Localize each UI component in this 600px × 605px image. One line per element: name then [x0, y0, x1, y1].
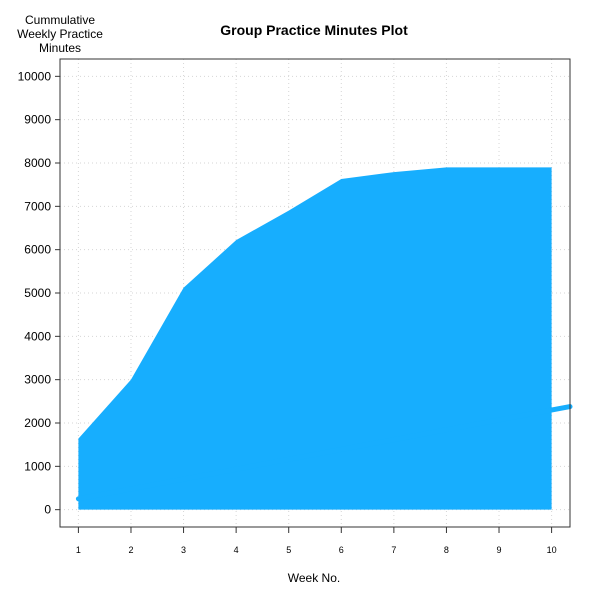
y-tick-label: 2000	[24, 416, 51, 430]
y-tick-label: 4000	[24, 329, 51, 343]
y-tick-label: 0	[44, 503, 51, 517]
x-tick-label: 3	[181, 545, 186, 555]
y-tick-label: 1000	[24, 459, 51, 473]
x-tick-label: 7	[391, 545, 396, 555]
y-tick-label: 5000	[24, 286, 51, 300]
x-tick-label: 4	[234, 545, 239, 555]
x-axis-label: Week No.	[288, 571, 340, 585]
x-tick-label: 6	[339, 545, 344, 555]
x-tick-label: 2	[128, 545, 133, 555]
area-series	[78, 167, 551, 509]
x-tick-label: 8	[444, 545, 449, 555]
x-tick-label: 10	[547, 545, 557, 555]
y-tick-label: 7000	[24, 199, 51, 213]
y-tick-label: 9000	[24, 113, 51, 127]
x-tick-label: 9	[497, 545, 502, 555]
y-axis-label-line: Minutes	[39, 41, 81, 55]
x-tick-label: 1	[76, 545, 81, 555]
y-tick-label: 10000	[18, 69, 52, 83]
chart-title: Group Practice Minutes Plot	[220, 22, 408, 38]
y-axis-label-line: Cummulative	[25, 13, 95, 27]
x-tick-label: 5	[286, 545, 291, 555]
y-tick-label: 6000	[24, 243, 51, 257]
y-tick-label: 8000	[24, 156, 51, 170]
y-axis-label-line: Weekly Practice	[17, 27, 103, 41]
plot-area	[78, 167, 570, 509]
y-tick-label: 3000	[24, 373, 51, 387]
